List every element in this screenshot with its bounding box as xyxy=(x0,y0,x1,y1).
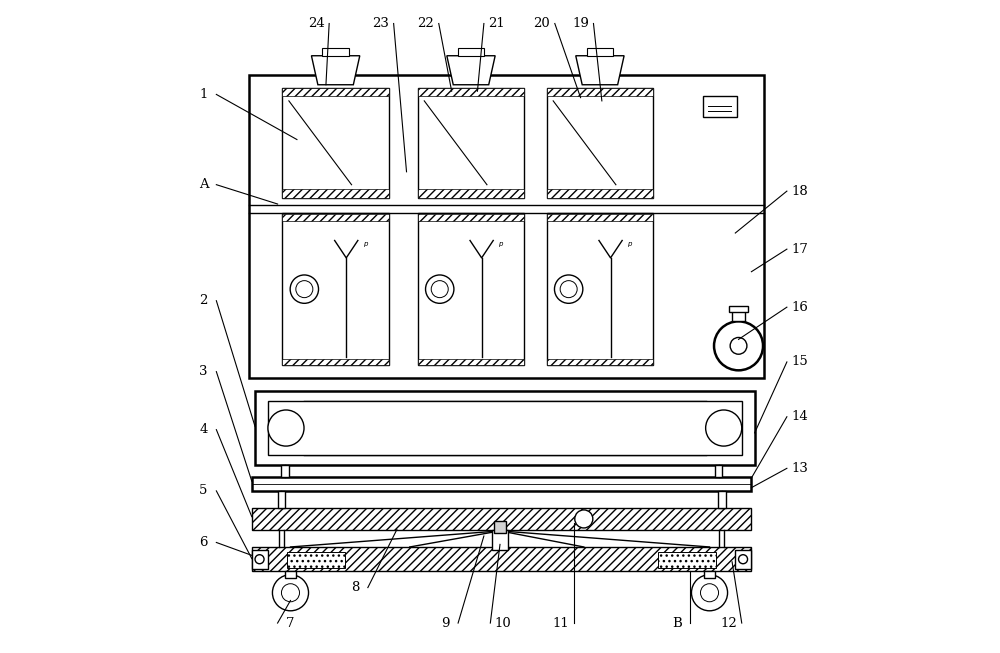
Text: 12: 12 xyxy=(720,616,737,629)
Text: 17: 17 xyxy=(791,243,808,255)
Bar xyxy=(285,571,296,578)
Circle shape xyxy=(554,275,583,304)
Circle shape xyxy=(268,410,304,446)
Text: 11: 11 xyxy=(553,616,570,629)
Bar xyxy=(282,214,389,221)
Polygon shape xyxy=(576,56,624,85)
Text: 22: 22 xyxy=(417,17,434,30)
Bar xyxy=(282,358,389,365)
Bar xyxy=(547,213,653,365)
Text: 18: 18 xyxy=(791,185,808,198)
Text: 13: 13 xyxy=(791,462,808,475)
Text: A: A xyxy=(199,178,208,191)
Bar xyxy=(252,477,751,491)
Bar xyxy=(547,88,653,198)
Bar xyxy=(255,391,755,465)
Text: 5: 5 xyxy=(199,485,208,498)
Circle shape xyxy=(431,281,448,298)
Bar xyxy=(418,88,524,198)
Bar xyxy=(547,358,653,365)
Bar xyxy=(252,550,268,569)
Polygon shape xyxy=(447,56,495,85)
Text: p: p xyxy=(363,241,368,247)
Circle shape xyxy=(272,575,309,611)
Circle shape xyxy=(426,275,454,304)
Bar xyxy=(268,402,742,454)
Polygon shape xyxy=(311,56,360,85)
Circle shape xyxy=(714,321,763,370)
Circle shape xyxy=(739,554,748,564)
Bar xyxy=(282,213,389,365)
Text: 10: 10 xyxy=(495,616,512,629)
Text: 3: 3 xyxy=(199,365,208,378)
Text: 23: 23 xyxy=(372,17,389,30)
Text: p: p xyxy=(627,241,632,247)
Bar xyxy=(418,358,524,365)
Bar xyxy=(322,48,349,56)
Bar xyxy=(492,530,508,550)
Bar xyxy=(715,465,722,477)
Bar xyxy=(735,550,751,569)
Text: 16: 16 xyxy=(791,300,808,313)
Circle shape xyxy=(296,281,313,298)
Text: 9: 9 xyxy=(441,616,449,629)
Bar xyxy=(282,88,389,97)
Bar xyxy=(418,189,524,198)
Circle shape xyxy=(700,584,719,602)
Bar xyxy=(458,48,484,56)
Bar xyxy=(252,508,751,530)
Text: 8: 8 xyxy=(351,581,359,594)
Bar xyxy=(547,189,653,198)
Bar xyxy=(249,75,764,378)
Bar xyxy=(587,48,613,56)
Circle shape xyxy=(290,275,319,304)
Circle shape xyxy=(560,281,577,298)
Bar xyxy=(547,88,653,97)
Text: 15: 15 xyxy=(791,355,808,368)
Circle shape xyxy=(691,575,728,611)
Bar xyxy=(252,547,751,571)
Text: 1: 1 xyxy=(199,88,208,101)
Bar xyxy=(729,306,748,312)
Circle shape xyxy=(730,338,747,354)
Bar xyxy=(547,214,653,221)
Bar xyxy=(704,571,715,578)
Text: 14: 14 xyxy=(791,410,808,423)
Bar xyxy=(282,88,389,198)
Text: B: B xyxy=(672,616,682,629)
Text: 24: 24 xyxy=(308,17,325,30)
Bar xyxy=(281,465,289,477)
Text: 19: 19 xyxy=(572,17,589,30)
Circle shape xyxy=(255,554,264,564)
Text: 7: 7 xyxy=(286,616,295,629)
Text: 2: 2 xyxy=(199,295,208,307)
Text: 4: 4 xyxy=(199,423,208,436)
Bar xyxy=(703,97,737,117)
Bar xyxy=(418,214,524,221)
Bar xyxy=(732,310,745,321)
Bar xyxy=(418,213,524,365)
Circle shape xyxy=(706,410,742,446)
Text: 20: 20 xyxy=(534,17,550,30)
Circle shape xyxy=(281,584,300,602)
Text: p: p xyxy=(498,241,503,247)
Text: 21: 21 xyxy=(488,17,505,30)
Bar xyxy=(278,491,285,508)
Bar xyxy=(287,552,345,568)
Bar xyxy=(658,552,716,568)
Bar xyxy=(718,491,726,508)
Bar xyxy=(418,88,524,97)
Circle shape xyxy=(575,510,593,528)
Bar xyxy=(494,521,506,533)
Text: 6: 6 xyxy=(199,536,208,549)
Bar xyxy=(282,189,389,198)
